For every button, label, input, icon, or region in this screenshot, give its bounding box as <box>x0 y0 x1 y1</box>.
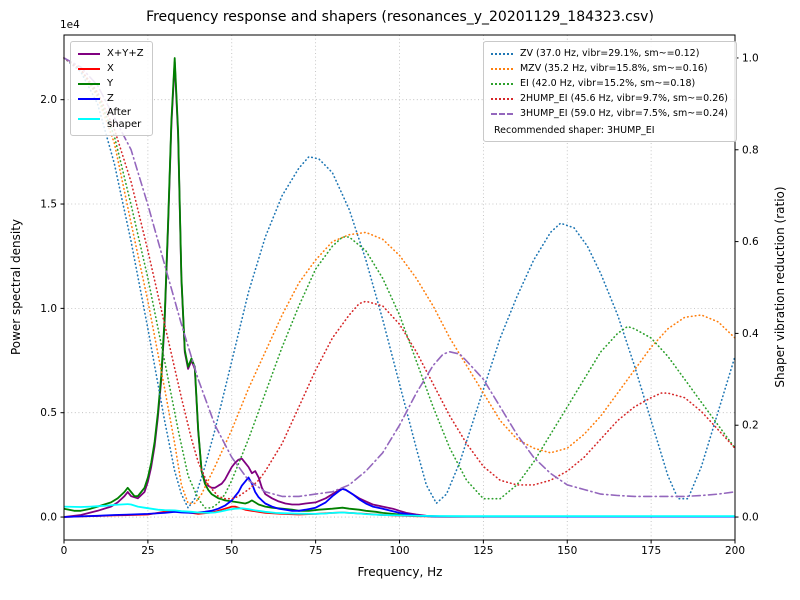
legend-swatch-ei <box>490 83 513 85</box>
legend-item-ei: EI (42.0 Hz, vibr=15.2%, sm~=0.18) <box>490 77 728 91</box>
y-right-tick-label: 0.2 <box>742 420 759 432</box>
grid <box>63 35 736 540</box>
x-tick-label: 0 <box>61 545 68 557</box>
y-right-tick-label: 0.6 <box>742 236 759 248</box>
chart-title: Frequency response and shapers (resonanc… <box>146 9 654 25</box>
legend-item-z: Z <box>78 92 144 106</box>
y-right-tick-label: 0.8 <box>742 144 759 156</box>
y-right-tick-label: 1.0 <box>742 52 759 64</box>
x-tick-label: 75 <box>309 545 322 557</box>
legend-label: X+Y+Z <box>107 48 144 60</box>
shaper-line-ei <box>63 57 736 509</box>
legend-swatch-after-shaper <box>78 117 100 120</box>
legend-item-x: X <box>78 62 144 76</box>
y-axis-offset-text: 1e4 <box>60 19 80 31</box>
y-left-tick-label: 1.0 <box>40 303 57 315</box>
legend-label: 2HUMP_EI (45.6 Hz, vibr=9.7%, sm~=0.26) <box>519 92 728 104</box>
shaper-line-mzv <box>63 57 736 505</box>
x-tick-label: 125 <box>473 545 493 557</box>
legend-label: Z <box>107 93 114 105</box>
x-tick-label: 150 <box>557 545 577 557</box>
legend-label: Y <box>107 78 114 90</box>
legend-label: EI (42.0 Hz, vibr=15.2%, sm~=0.18) <box>519 77 696 89</box>
legend-label: 3HUMP_EI (59.0 Hz, vibr=7.5%, sm~=0.24) <box>519 107 728 119</box>
y-right-tick-label: 0.0 <box>742 512 759 524</box>
x-tick-label: 25 <box>141 545 154 557</box>
legend-swatch-mzv <box>490 68 513 70</box>
legend-label: MZV (35.2 Hz, vibr=15.8%, sm~=0.16) <box>519 62 708 74</box>
legend-item-y: Y <box>78 77 144 91</box>
x-tick-label: 50 <box>225 545 238 557</box>
x-tick-label: 175 <box>641 545 661 557</box>
legend-swatch-3hump-ei <box>490 113 513 115</box>
y-left-tick-label: 0.0 <box>40 512 57 524</box>
legend-shapers: ZV (37.0 Hz, vibr=29.1%, sm~=0.12) MZV (… <box>482 41 737 142</box>
legend-item-mzv: MZV (35.2 Hz, vibr=15.8%, sm~=0.16) <box>490 62 728 76</box>
legend-swatch-xyz <box>78 53 100 55</box>
legend-item-after-shaper: After shaper <box>78 107 144 130</box>
x-tick-label: 200 <box>725 545 745 557</box>
tick-labels: 0 25 50 75 100 125 150 175 200 0.0 0.5 1.0 1.5 2.0 0.0… <box>40 52 759 557</box>
legend-swatch-x <box>78 68 100 70</box>
psd-line-y <box>63 57 735 518</box>
y-left-tick-label: 2.0 <box>40 94 57 106</box>
recommended-shaper-text: Recommended shaper: 3HUMP_EI <box>493 125 655 136</box>
x-tick-label: 100 <box>389 545 409 557</box>
ticks <box>60 57 739 544</box>
y-left-tick-label: 1.5 <box>40 199 57 211</box>
y-axis-label-right: Shaper vibration reduction (ratio) <box>773 186 787 388</box>
shaper-line-3hump-ei <box>63 57 736 498</box>
y-right-tick-label: 0.4 <box>742 328 759 340</box>
legend-item-2hump-ei: 2HUMP_EI (45.6 Hz, vibr=9.7%, sm~=0.26) <box>490 92 728 106</box>
psd-line-after-shaper <box>63 503 735 518</box>
legend-label: ZV (37.0 Hz, vibr=29.1%, sm~=0.12) <box>519 47 700 59</box>
legend-swatch-zv <box>490 53 513 55</box>
legend-item-xyz: X+Y+Z <box>78 47 144 61</box>
legend-label: After shaper <box>107 107 142 130</box>
legend-item-zv: ZV (37.0 Hz, vibr=29.1%, sm~=0.12) <box>490 47 728 61</box>
legend-swatch-y <box>78 83 100 85</box>
psd-line-z <box>63 476 735 518</box>
legend-swatch-2hump-ei <box>490 98 513 100</box>
legend-item-3hump-ei: 3HUMP_EI (59.0 Hz, vibr=7.5%, sm~=0.24) <box>490 107 728 121</box>
y-axis-label-left: Power spectral density <box>9 218 23 356</box>
legend-label: X <box>107 63 114 75</box>
y-left-tick-label: 0.5 <box>40 407 57 419</box>
shaper-line-zv <box>63 57 736 509</box>
shaper-line-2hump-ei <box>63 57 736 500</box>
legend-swatch-z <box>78 98 100 100</box>
x-axis-label: Frequency, Hz <box>357 565 443 579</box>
legend-psd: X+Y+Z X Y Z After shaper <box>70 41 153 136</box>
